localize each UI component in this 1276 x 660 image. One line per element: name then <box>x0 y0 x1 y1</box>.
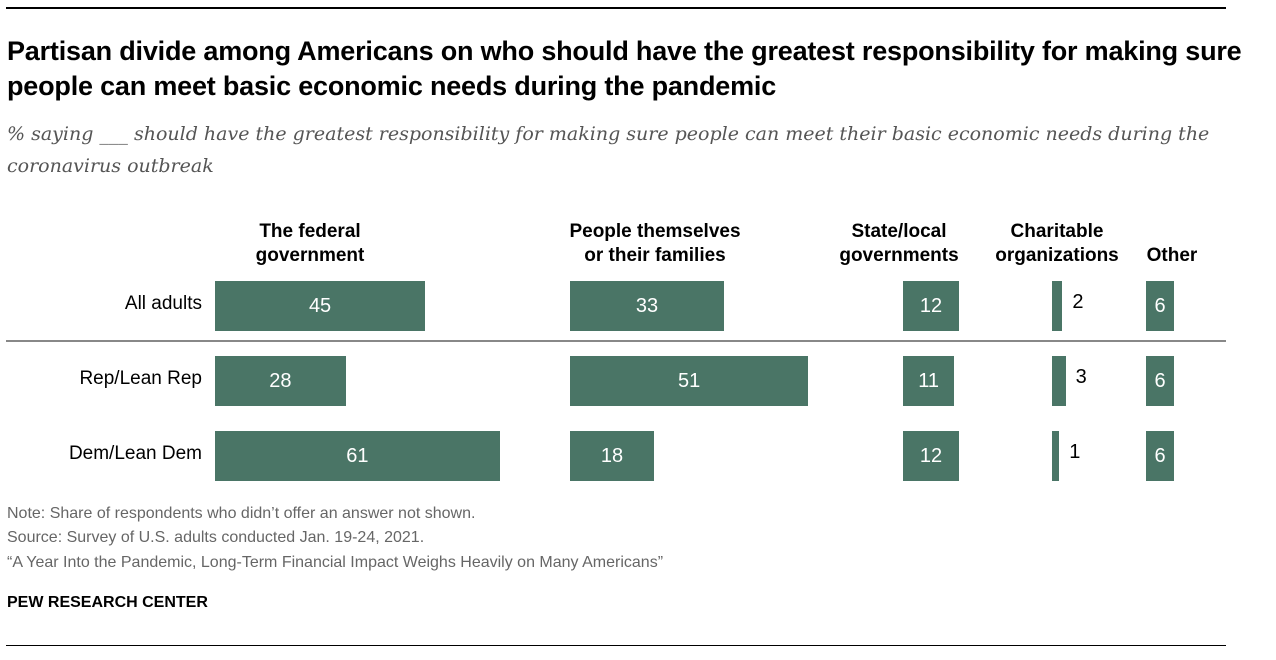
report-title: “A Year Into the Pandemic, Long-Term Fin… <box>7 554 664 571</box>
bar <box>570 356 809 406</box>
bar <box>903 431 960 481</box>
note: Note: Share of respondents who didn’t of… <box>7 505 476 522</box>
data-label: 18 <box>600 445 624 467</box>
data-label: 2 <box>1072 291 1084 313</box>
column-header: Other <box>1146 245 1198 266</box>
column-header: People themselves or their families <box>569 221 741 266</box>
data-label: 6 <box>1154 295 1166 317</box>
bar <box>903 281 960 331</box>
data-label: 45 <box>308 295 332 317</box>
bar <box>1052 356 1066 406</box>
org-name: PEW RESEARCH CENTER <box>7 594 208 611</box>
bar <box>1146 281 1175 331</box>
column-header: State/local governments <box>839 221 959 266</box>
data-label: 11 <box>918 370 940 392</box>
bar <box>1052 281 1063 331</box>
column-header: The federal government <box>255 221 365 266</box>
chart-subtitle: % saying ___ should have the greatest re… <box>7 123 1210 177</box>
data-label: 28 <box>269 370 292 392</box>
column-header: Charitable organizations <box>995 221 1119 266</box>
row-label: All adults <box>124 293 202 314</box>
bar <box>1146 356 1175 406</box>
data-label: 12 <box>919 445 943 467</box>
bar <box>1146 431 1175 481</box>
data-label: 33 <box>635 295 659 317</box>
bar <box>215 431 500 481</box>
data-label: 6 <box>1154 370 1166 392</box>
row-label: Rep/Lean Rep <box>79 368 202 389</box>
chart-title: Partisan divide among Americans on who s… <box>7 36 1242 101</box>
bar <box>215 356 346 406</box>
data-label: 51 <box>677 370 701 392</box>
data-label: 61 <box>346 445 369 467</box>
source: Source: Survey of U.S. adults conducted … <box>7 529 425 546</box>
bar <box>215 281 426 331</box>
bar <box>903 356 955 406</box>
bottom-rule <box>6 645 1226 646</box>
separator-line <box>6 340 1226 342</box>
bar <box>570 281 725 331</box>
data-label: 12 <box>919 295 943 317</box>
bar <box>1052 431 1060 481</box>
top-rule <box>6 7 1226 9</box>
data-label: 6 <box>1154 445 1166 467</box>
data-label: 1 <box>1069 441 1081 463</box>
row-label: Dem/Lean Dem <box>68 443 202 464</box>
bar <box>570 431 655 481</box>
data-label: 3 <box>1075 366 1087 388</box>
